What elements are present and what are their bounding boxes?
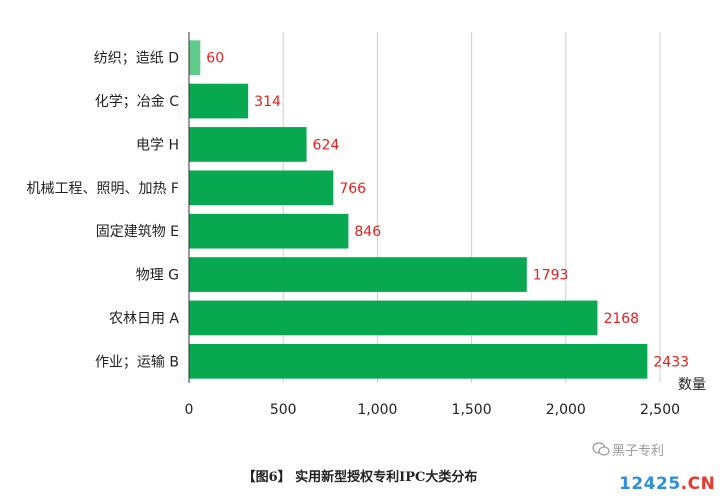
value-label: 2168	[603, 311, 639, 327]
bar	[189, 127, 307, 162]
bar	[189, 40, 201, 76]
category-label: 化学；冶金 C	[95, 94, 179, 110]
bar	[189, 170, 334, 206]
watermark-text: 黑子专利	[612, 444, 665, 459]
site-logo-domain: .CN	[680, 474, 716, 494]
watermark: 黑子专利	[588, 440, 713, 480]
category-label: 纺织；造纸 D	[94, 51, 179, 67]
x-tick-label: 2,500	[640, 402, 680, 418]
bars	[189, 40, 648, 379]
value-label: 766	[339, 181, 366, 197]
x-tick-label: 500	[270, 402, 297, 418]
value-label: 1793	[533, 268, 569, 284]
value-label: 2433	[653, 354, 689, 370]
category-label: 物理 G	[136, 268, 179, 284]
x-tick-label: 2,000	[546, 402, 586, 418]
bar	[189, 300, 598, 336]
category-label: 机械工程、照明、加热 F	[26, 181, 179, 197]
value-label: 314	[254, 94, 281, 110]
value-label: 60	[206, 51, 224, 67]
bar	[189, 257, 527, 292]
x-tick-label: 1,500	[452, 402, 492, 418]
category-label: 固定建筑物 E	[96, 224, 179, 240]
figure-caption: 【图6】 实用新型授权专利IPC大类分布	[242, 470, 478, 485]
bar	[189, 213, 349, 249]
value-label: 846	[354, 224, 381, 240]
site-logo: 12425.CN	[619, 474, 715, 494]
bar	[189, 83, 249, 119]
site-logo-number: 12425	[619, 474, 681, 494]
x-tick-labels: 0 500 1,000 1,500 2,000 2,500	[185, 402, 681, 418]
category-label: 作业；运输 B	[95, 354, 179, 370]
value-labels: 60 314 624 766 846 1793 2168 2433	[206, 51, 689, 371]
x-axis-title: 数量	[678, 377, 706, 393]
x-tick-label: 0	[185, 402, 194, 418]
category-label: 农林日用 A	[109, 311, 179, 327]
x-tick-label: 1,000	[357, 402, 397, 418]
bar-chart: 60 314 624 766 846 1793 2168 2433 纺织；造纸 D 化学；冶金 …	[26, 32, 706, 418]
wechat-icon	[592, 442, 610, 456]
value-label: 624	[313, 137, 340, 153]
category-label: 电学 H	[136, 137, 179, 153]
bar	[189, 343, 648, 379]
category-labels: 纺织；造纸 D 化学；冶金 C 电学 H 机械工程、照明、加热 F 固定建筑物 E 物理 …	[26, 51, 179, 371]
